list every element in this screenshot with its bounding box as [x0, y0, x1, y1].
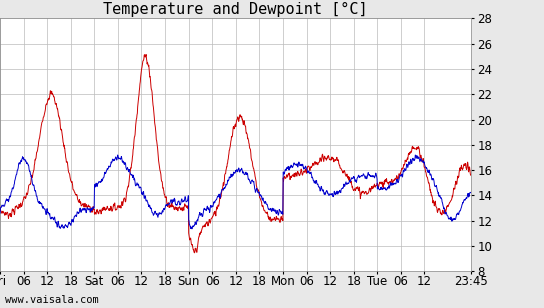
- Text: www.vaisala.com: www.vaisala.com: [5, 295, 99, 305]
- Title: Temperature and Dewpoint [°C]: Temperature and Dewpoint [°C]: [103, 2, 368, 17]
